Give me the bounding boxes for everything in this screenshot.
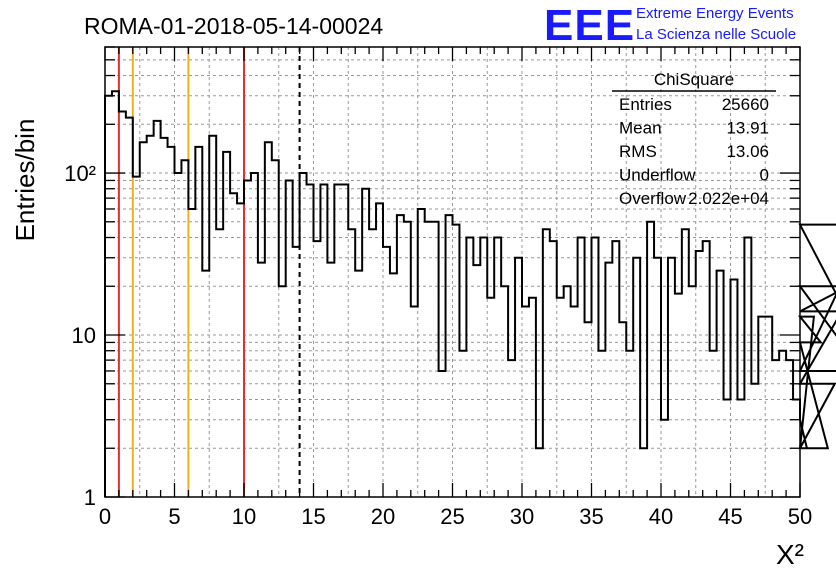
y-axis-label: Entries/bin: [10, 119, 40, 242]
eee-logo: EEE Extreme Energy Events La Scienza nel…: [544, 1, 796, 50]
stats-row-label: Underflow: [619, 166, 696, 185]
stats-row-label: Overflow: [619, 189, 687, 208]
histogram-line: [104, 90, 836, 497]
x-tick-label: 15: [301, 504, 325, 529]
logo-line1: Extreme Energy Events: [636, 5, 794, 22]
x-tick-labels: 0 5 10 15 20 25 30 35 40 45 50: [99, 504, 812, 529]
stats-row-value: 2.022e+04: [688, 189, 769, 208]
logo-mark: EEE: [544, 1, 635, 50]
stats-row-label: RMS: [619, 142, 657, 161]
x-tick-label: 10: [232, 504, 256, 529]
x-tick-label: 45: [718, 504, 742, 529]
stats-row-value: 13.06: [726, 142, 769, 161]
x-tick-label: 20: [371, 504, 395, 529]
y-tick-labels: 1 10 10²: [64, 161, 96, 510]
stats-row-value: 0: [760, 166, 769, 185]
stats-header: ChiSquare: [654, 70, 734, 89]
stats-row-label: Mean: [619, 119, 662, 138]
stats-row-value: 13.91: [726, 119, 769, 138]
stats-row-label: Entries: [619, 95, 672, 114]
logo-line2: La Scienza nelle Scuole: [636, 26, 796, 43]
x-tick-label: 50: [788, 504, 812, 529]
stats-box: ChiSquare Entries 25660 Mean 13.91 RMS 13.06 U…: [612, 70, 776, 208]
y-tick-label: 1: [84, 485, 96, 510]
x-axis-label: X²: [776, 539, 804, 570]
x-tick-label: 0: [99, 504, 111, 529]
stats-row-value: 25660: [722, 95, 769, 114]
y-tick-label: 10²: [64, 161, 96, 186]
axis-ticks: [104, 46, 801, 498]
y-tick-label: 10: [72, 323, 96, 348]
reference-lines: [117, 47, 301, 497]
x-tick-label: 5: [168, 504, 180, 529]
chart-title: ROMA-01-2018-05-14-00024: [84, 13, 383, 39]
x-tick-label: 35: [579, 504, 603, 529]
x-tick-label: 40: [649, 504, 673, 529]
stats-rows: Entries 25660 Mean 13.91 RMS 13.06 Underflow 0 O…: [619, 95, 769, 208]
x-tick-label: 30: [510, 504, 534, 529]
x-tick-label: 25: [440, 504, 464, 529]
